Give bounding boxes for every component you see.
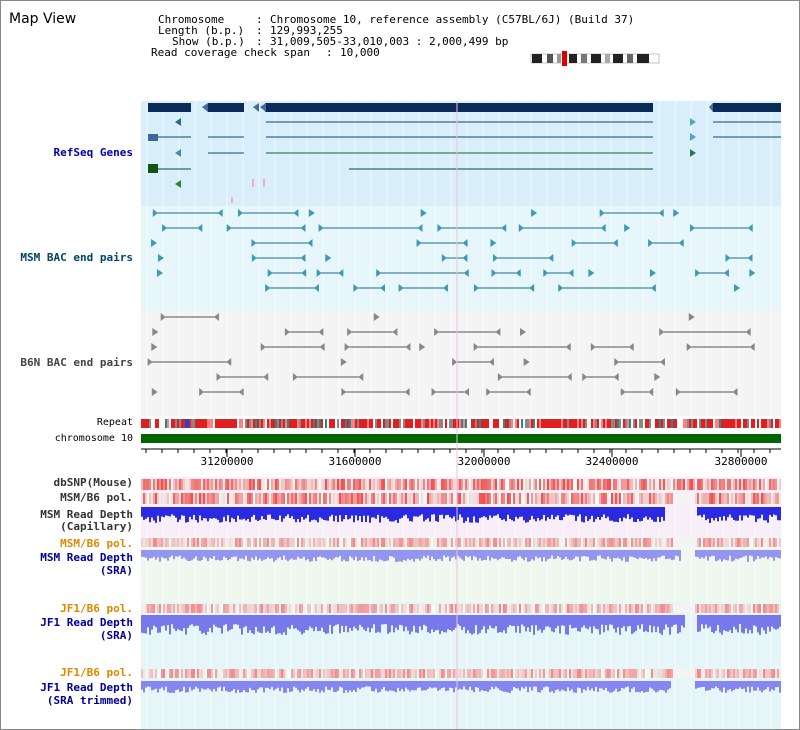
track-label-msm-depth-sra[interactable]: MSM Read Depth [40,551,133,564]
msm-depth-sra[interactable] [141,550,781,562]
track-label-msm-pol-2[interactable]: MSM/B6 pol. [60,537,133,550]
msm-depth-capillary[interactable] [141,507,781,523]
track-label-msm-depth-cap[interactable]: MSM Read Depth [40,508,133,521]
coverage-value: 10,000 [340,46,380,59]
axis-tick-label: 32400000 [585,455,639,468]
page-title: Map View [9,11,77,27]
axis-tick-label: 31600000 [328,455,382,468]
axis-tick-label: 32000000 [457,455,511,468]
b6n-bac-band [141,311,781,416]
track-label-repeat[interactable]: Repeat [96,417,133,428]
track-label-dbsnp[interactable]: dbSNP(Mouse) [53,476,133,489]
length-key: Length (b.p.) [158,24,245,37]
track-label-msm-depth-sra-sub: (SRA) [99,564,133,577]
jf1-depth-sra[interactable] [141,615,781,635]
chromosome-bar[interactable] [141,434,781,443]
msm-bac-pairs[interactable] [151,209,756,292]
coverage-key: Read coverage check span [151,46,310,59]
colon-1: : [256,13,263,26]
msm-sra-band [141,537,781,602]
track-label-msm-bac[interactable]: MSM BAC end pairs [20,251,133,264]
msm-pol-strip-2[interactable] [141,538,781,547]
track-label-msm-pol-1[interactable]: MSM/B6 pol. [60,491,133,504]
track-label-jf1-pol-2[interactable]: JF1/B6 pol. [60,666,133,679]
chromosome-key: Chromosome [158,13,225,26]
position-axis [141,448,781,457]
axis-tick-label: 32800000 [714,455,768,468]
b6n-bac-pairs[interactable] [147,313,755,396]
length-value: 129,993,255 [270,24,343,37]
track-label-jf1-depth-sra[interactable]: JF1 Read Depth [40,616,133,629]
refseq-genes[interactable] [148,103,781,203]
track-label-jf1-depth-trim-sub: (SRA trimmed) [46,694,133,707]
jf1-depth-trimmed[interactable] [141,681,781,693]
msm-pol-strip-1[interactable] [141,493,781,504]
colon-2: : [256,24,263,37]
repeat-track[interactable] [141,419,781,428]
track-label-chromosome[interactable]: chromosome 10 [54,433,133,444]
colon-3: : [256,35,263,48]
chromosome-value: Chromosome 10, reference assembly (C57BL… [270,13,635,26]
show-key: Show (b.p.) [172,35,245,48]
track-label-refseq[interactable]: RefSeq Genes [53,146,133,159]
jf1-pol-strip-1[interactable] [141,604,781,613]
dbsnp-strip[interactable] [141,479,781,490]
jf1-pol-strip-2[interactable] [141,669,781,678]
colon-4: : [326,46,333,59]
chromosome-ideogram[interactable] [530,51,660,66]
track-label-b6n-bac[interactable]: B6N BAC end pairs [20,356,133,369]
axis-tick-label: 31200000 [200,455,254,468]
track-label-jf1-depth-sra-sub: (SRA) [99,629,133,642]
track-label-msm-depth-cap-sub: (Capillary) [60,520,133,533]
track-label-jf1-pol-1[interactable]: JF1/B6 pol. [60,602,133,615]
track-label-jf1-depth-trim[interactable]: JF1 Read Depth [40,681,133,694]
show-value: 31,009,505-33,010,003 : 2,000,499 bp [270,35,509,48]
